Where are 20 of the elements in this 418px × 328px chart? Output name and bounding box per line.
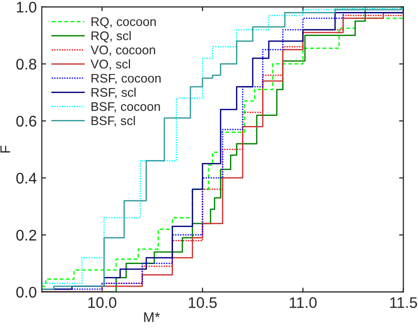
y-axis-title: F (0, 146, 10, 153)
y-tick-label: 0.2 (16, 230, 36, 241)
legend-label: RQ, cocoon (92, 17, 156, 28)
legend-label: BSF, cocoon (92, 102, 160, 112)
x-tick-label: 11.0 (290, 297, 317, 308)
legend-label: VO, scl (90, 59, 130, 70)
y-tick-label: 0.8 (16, 58, 36, 70)
x-tick-label: 11.5 (390, 297, 418, 308)
y-tick-label: 0.4 (16, 172, 36, 184)
x-tick-label: 10.0 (88, 297, 116, 308)
legend-label: RSF, scl (92, 88, 136, 98)
x-tick-label: 10.5 (188, 297, 217, 308)
y-tick-label: 1.0 (16, 2, 36, 13)
y-tick-label: 0.6 (16, 116, 36, 127)
y-tick-label: 0.0 (16, 286, 36, 298)
x-axis-title: M* (144, 312, 160, 322)
legend-label: VO, cocoon (90, 46, 156, 56)
legend-label: BSF, scl (92, 116, 135, 127)
legend-label: RSF, cocoon (92, 74, 161, 84)
legend-label: RQ, scl (92, 31, 131, 42)
